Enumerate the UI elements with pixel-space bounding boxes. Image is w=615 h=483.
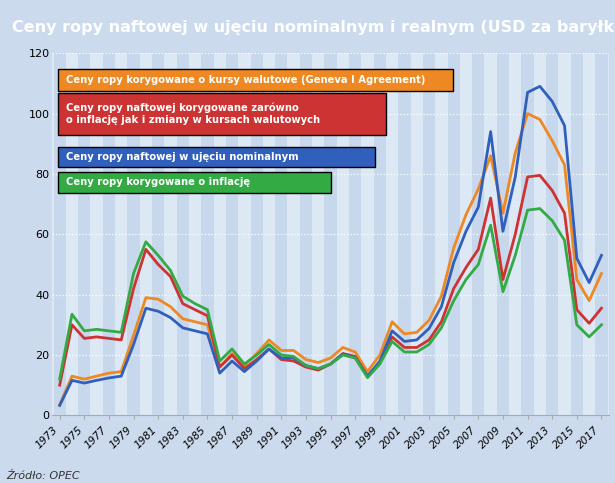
Bar bbox=[497, 53, 509, 415]
Bar bbox=[263, 53, 275, 415]
Bar bbox=[275, 53, 287, 415]
Text: Ceny ropy naftowej korygowane zarówno
o inflację jak i zmiany w kursach walutowy: Ceny ropy naftowej korygowane zarówno o … bbox=[66, 103, 320, 125]
FancyBboxPatch shape bbox=[58, 93, 386, 135]
Bar bbox=[571, 53, 583, 415]
Bar bbox=[485, 53, 497, 415]
Bar bbox=[90, 53, 103, 415]
Bar bbox=[460, 53, 472, 415]
Text: Ceny ropy korygowane o kursy walutowe (Geneva I Agreement): Ceny ropy korygowane o kursy walutowe (G… bbox=[66, 75, 426, 85]
Bar bbox=[349, 53, 362, 415]
Bar bbox=[435, 53, 448, 415]
Bar bbox=[287, 53, 300, 415]
Bar bbox=[411, 53, 423, 415]
Bar bbox=[386, 53, 399, 415]
Bar bbox=[522, 53, 534, 415]
Bar bbox=[583, 53, 595, 415]
Bar bbox=[472, 53, 485, 415]
Bar bbox=[312, 53, 324, 415]
Bar bbox=[509, 53, 522, 415]
Bar bbox=[213, 53, 226, 415]
Bar bbox=[103, 53, 115, 415]
Bar bbox=[423, 53, 435, 415]
Text: Ceny ropy naftowej w ujęciu nominalnym: Ceny ropy naftowej w ujęciu nominalnym bbox=[66, 152, 299, 162]
Bar bbox=[238, 53, 250, 415]
Bar bbox=[324, 53, 337, 415]
Bar bbox=[546, 53, 558, 415]
Bar bbox=[337, 53, 349, 415]
Bar bbox=[189, 53, 201, 415]
Bar bbox=[374, 53, 386, 415]
Bar bbox=[127, 53, 140, 415]
Text: Źródło: OPEC: Źródło: OPEC bbox=[6, 470, 80, 481]
Bar bbox=[250, 53, 263, 415]
Bar bbox=[534, 53, 546, 415]
Bar bbox=[164, 53, 177, 415]
FancyBboxPatch shape bbox=[58, 172, 331, 193]
Bar bbox=[448, 53, 460, 415]
Text: Ceny ropy korygowane o inflację: Ceny ropy korygowane o inflację bbox=[66, 177, 250, 187]
Bar bbox=[54, 53, 66, 415]
Bar bbox=[201, 53, 213, 415]
Bar bbox=[399, 53, 411, 415]
FancyBboxPatch shape bbox=[58, 147, 375, 167]
Bar bbox=[226, 53, 238, 415]
Bar bbox=[362, 53, 374, 415]
FancyBboxPatch shape bbox=[58, 70, 453, 91]
Bar bbox=[152, 53, 164, 415]
Bar bbox=[66, 53, 78, 415]
Bar bbox=[558, 53, 571, 415]
Bar bbox=[177, 53, 189, 415]
Bar bbox=[115, 53, 127, 415]
Bar bbox=[140, 53, 152, 415]
Text: Ceny ropy naftowej w ujęciu nominalnym i realnym (USD za baryłkę): Ceny ropy naftowej w ujęciu nominalnym i… bbox=[12, 20, 615, 35]
Bar bbox=[595, 53, 608, 415]
Bar bbox=[300, 53, 312, 415]
Bar bbox=[78, 53, 90, 415]
